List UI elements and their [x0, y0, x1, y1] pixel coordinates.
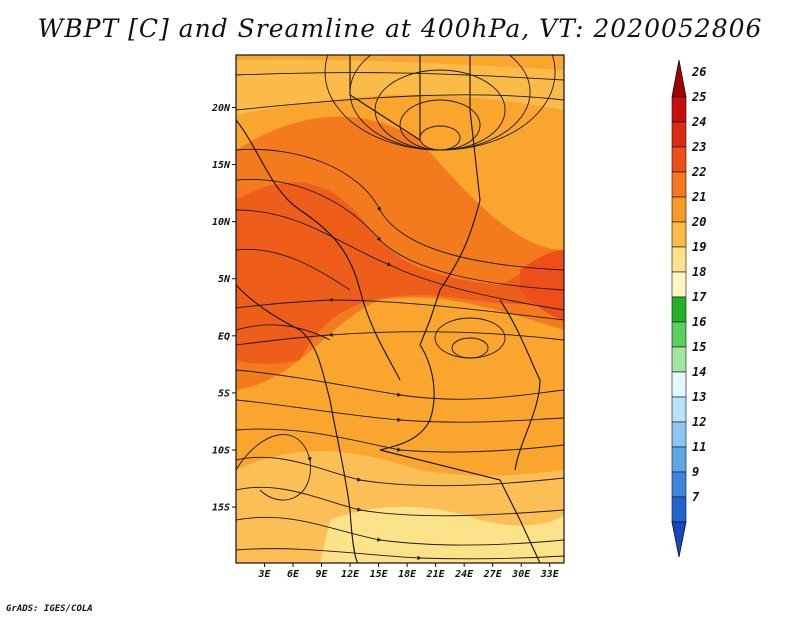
map-frame — [235, 54, 565, 564]
lon-label: 27E — [483, 569, 503, 580]
colorbar-label: 12 — [692, 415, 706, 429]
colorbar-swatch — [671, 171, 687, 198]
lat-label: 10S — [212, 445, 230, 456]
colorbar-label: 22 — [691, 165, 706, 179]
colorbar-swatch — [671, 471, 687, 498]
colorbar-label: 7 — [692, 490, 700, 504]
colorbar-label: 14 — [692, 365, 706, 379]
lat-label: EQ — [218, 331, 230, 342]
streamlines — [236, 55, 564, 561]
colorbar-label: 17 — [692, 290, 707, 304]
colorbar-arrow-top — [671, 59, 687, 98]
colorbar-label: 16 — [692, 315, 706, 329]
colorbar-arrow-bottom — [671, 521, 687, 558]
lon-label: 9E — [316, 569, 329, 580]
colorbar-label: 19 — [692, 240, 706, 254]
lon-label: 12E — [341, 569, 360, 580]
colorbar-label: 20 — [691, 215, 706, 229]
colorbar-label: 13 — [692, 390, 706, 404]
colorbar-swatch — [671, 246, 687, 273]
lon-label: 30E — [511, 569, 531, 580]
grads-credit: GrADS: IGES/COLA — [6, 604, 93, 614]
wbpt-band-21-ne — [236, 59, 564, 115]
colorbar-swatch — [671, 196, 687, 223]
lat-label: 10N — [212, 217, 231, 228]
wbpt-band-19 — [320, 506, 564, 563]
colorbar-swatch — [671, 146, 687, 173]
colorbar-label: 25 — [691, 90, 706, 104]
lon-label: 15E — [370, 569, 389, 580]
colorbar-label: 24 — [691, 115, 706, 129]
colorbar-swatch — [671, 121, 687, 148]
colorbar-swatch — [671, 371, 687, 398]
colorbar-label: 9 — [692, 465, 699, 479]
lon-label: 6E — [287, 569, 300, 580]
wbpt-band-23 — [236, 182, 564, 364]
colorbar-swatch — [671, 346, 687, 373]
lat-label: 15N — [212, 160, 231, 171]
colorbar: 26 25 24 23 22 21 20 19 18 17 16 15 14 13 12 11 9 7 — [671, 59, 707, 558]
colorbar-label: 18 — [692, 265, 706, 279]
colorbar-swatch — [671, 446, 687, 473]
colorbar-swatch — [671, 296, 687, 323]
lat-label: 20N — [211, 103, 231, 114]
country-boundaries — [236, 55, 541, 563]
lon-label: 24E — [454, 569, 474, 580]
colorbar-label: 26 — [691, 65, 706, 79]
colorbar-label: 23 — [691, 140, 706, 154]
lat-label: 5N — [218, 274, 231, 285]
colorbar-swatch — [671, 221, 687, 248]
lon-label: 3E — [257, 569, 271, 580]
latitude-axis: 20N 15N 10N 5N EQ 5S 10S 15S — [211, 103, 236, 514]
longitude-axis: 3E 6E 9E 12E 15E 18E 21E 24E 27E 30E 33E — [257, 563, 560, 580]
map-title: WBPT [C] and Sreamline at 400hPa, VT: 20… — [37, 14, 763, 43]
map-plot-area[interactable] — [236, 0, 564, 563]
colorbar-label: 15 — [692, 340, 706, 354]
lat-label: 5S — [218, 388, 230, 399]
colorbar-swatch — [671, 396, 687, 423]
colorbar-swatch — [671, 496, 687, 523]
colorbar-swatch — [671, 421, 687, 448]
lat-label: 15S — [212, 503, 230, 514]
colorbar-swatch — [671, 271, 687, 298]
colorbar-swatch — [671, 321, 687, 348]
colorbar-label: 11 — [692, 440, 706, 454]
lon-label: 21E — [426, 569, 446, 580]
lon-label: 18E — [398, 569, 417, 580]
colorbar-label: 21 — [691, 190, 706, 204]
colorbar-swatch — [671, 96, 687, 123]
lon-label: 33E — [540, 569, 560, 580]
